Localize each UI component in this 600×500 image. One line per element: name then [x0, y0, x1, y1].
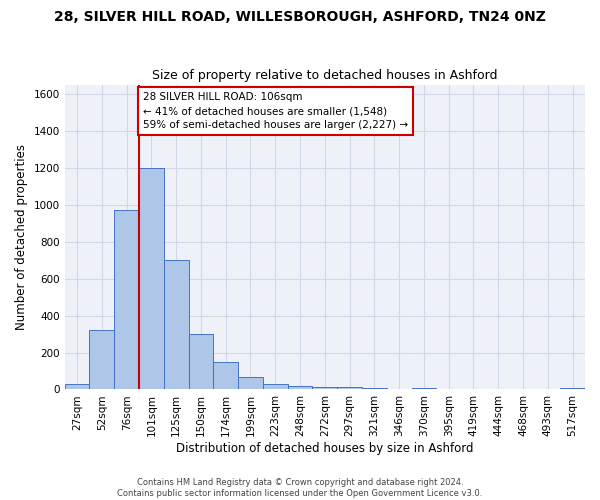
Text: Contains HM Land Registry data © Crown copyright and database right 2024.
Contai: Contains HM Land Registry data © Crown c… [118, 478, 482, 498]
X-axis label: Distribution of detached houses by size in Ashford: Distribution of detached houses by size … [176, 442, 473, 455]
Bar [188, 334, 214, 390]
Text: 28, SILVER HILL ROAD, WILLESBOROUGH, ASHFORD, TN24 0NZ: 28, SILVER HILL ROAD, WILLESBOROUGH, ASH… [54, 10, 546, 24]
Bar [238, 376, 263, 390]
Bar [114, 210, 139, 390]
Text: 28 SILVER HILL ROAD: 106sqm
← 41% of detached houses are smaller (1,548)
59% of : 28 SILVER HILL ROAD: 106sqm ← 41% of det… [143, 92, 408, 130]
Bar [214, 362, 238, 390]
Bar [89, 330, 114, 390]
Bar [263, 384, 287, 390]
Bar [560, 388, 585, 390]
Bar [139, 168, 164, 390]
Bar [412, 388, 436, 390]
Y-axis label: Number of detached properties: Number of detached properties [15, 144, 28, 330]
Bar [287, 386, 313, 390]
Bar [337, 386, 362, 390]
Bar [164, 260, 188, 390]
Title: Size of property relative to detached houses in Ashford: Size of property relative to detached ho… [152, 69, 497, 82]
Bar [362, 388, 387, 390]
Bar [313, 386, 337, 390]
Bar [65, 384, 89, 390]
